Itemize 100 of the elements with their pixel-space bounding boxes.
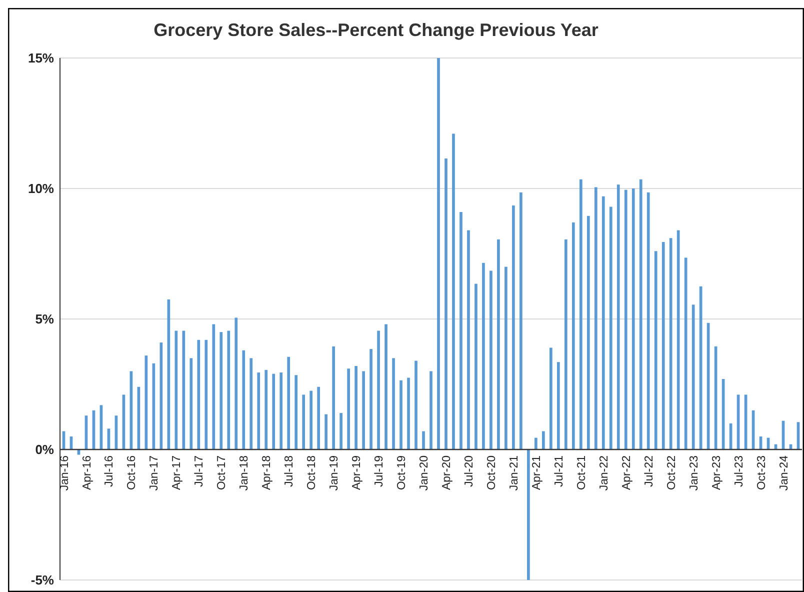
bar (174, 330, 178, 450)
x-tick-label: Jul-16 (104, 456, 116, 487)
x-tick-label: Jan-17 (148, 456, 161, 491)
bar (572, 222, 575, 450)
bar (482, 262, 485, 450)
bar (616, 184, 620, 450)
x-tick-label: Apr-17 (171, 456, 184, 490)
bar (534, 438, 538, 450)
bar (407, 378, 410, 450)
bar (504, 266, 508, 450)
bar (422, 431, 425, 450)
bar (370, 349, 372, 450)
bar (340, 412, 342, 450)
bar (527, 450, 530, 580)
bar (579, 179, 582, 450)
x-tick-label: Jul-18 (284, 456, 296, 487)
x-tick-label: Oct-23 (756, 456, 768, 490)
bar (520, 192, 522, 450)
bar (646, 192, 650, 450)
x-tick-label: Apr-19 (351, 456, 364, 490)
x-tick-label: Jan-21 (508, 456, 520, 491)
bar (549, 348, 552, 450)
x-tick-label: Jul-19 (374, 456, 386, 487)
x-tick-label: Oct-22 (666, 456, 678, 490)
x-tick-label: Jul-23 (733, 456, 746, 487)
x-tick-label: Oct-20 (486, 456, 498, 490)
x-tick-label: Jan-24 (778, 454, 790, 491)
bar (602, 196, 605, 450)
bar (632, 188, 635, 450)
bar (490, 270, 492, 450)
bar (586, 216, 590, 450)
bar (212, 324, 216, 450)
bar (257, 372, 260, 450)
bar (542, 431, 545, 450)
bar (227, 330, 230, 450)
bar (564, 239, 568, 450)
bar (287, 356, 290, 450)
bar (324, 414, 328, 450)
x-tick-label: Jan-20 (418, 456, 431, 491)
x-tick-label: Apr-16 (81, 456, 94, 490)
x-tick-label: Apr-23 (710, 456, 723, 490)
bar (234, 318, 238, 450)
bar (332, 346, 335, 450)
x-tick-label: Jul-21 (553, 456, 566, 487)
x-tick-label: Jul-22 (643, 456, 656, 487)
bar (204, 340, 208, 450)
bar (430, 371, 432, 450)
x-tick-label: Oct-17 (216, 456, 228, 490)
bar (377, 330, 380, 450)
x-tick-label: Jul-17 (194, 456, 206, 487)
bar (272, 374, 276, 450)
bar (182, 330, 186, 450)
bar (444, 158, 448, 450)
bar (242, 350, 246, 450)
bar (662, 242, 665, 450)
x-tick-label: Apr-18 (261, 456, 274, 490)
x-tick-label: Apr-21 (530, 456, 543, 490)
bar (354, 366, 358, 450)
bar (362, 371, 365, 450)
bar (684, 258, 688, 450)
y-tick-label: -5% (30, 572, 54, 588)
bar (294, 375, 298, 450)
y-tick-label: 15% (28, 50, 54, 66)
bar (197, 340, 200, 450)
bar (414, 360, 418, 450)
bar (497, 239, 500, 450)
bar (437, 58, 440, 450)
bar (460, 212, 462, 450)
bar (676, 230, 680, 450)
x-tick-label: Oct-19 (396, 456, 408, 490)
bar (624, 190, 628, 450)
bar (400, 380, 402, 450)
x-tick-label: Oct-21 (576, 456, 588, 490)
x-tick-label: Apr-22 (620, 456, 633, 490)
x-tick-label: Jan-19 (328, 456, 341, 491)
bar (264, 370, 268, 450)
bar (639, 179, 642, 450)
bar (190, 358, 193, 450)
x-tick-label: Jan-16 (58, 456, 71, 491)
bar (280, 372, 283, 450)
bar (474, 284, 478, 450)
bar (384, 324, 388, 450)
chart-title: Grocery Store Sales--Percent Change Previous Year (154, 20, 598, 40)
bar (452, 134, 455, 450)
x-tick-label: Apr-20 (441, 456, 454, 490)
x-tick-label: Jan-22 (598, 456, 610, 491)
x-tick-label: Jul-20 (464, 456, 476, 487)
y-tick-label: 5% (35, 312, 54, 327)
bar (669, 238, 672, 450)
y-tick-label: 0% (35, 442, 54, 458)
x-tick-label: Oct-16 (126, 456, 138, 490)
bar (347, 368, 350, 450)
bar (467, 230, 470, 450)
bar (310, 390, 313, 450)
bar (220, 332, 223, 450)
y-tick-label: 10% (28, 181, 54, 196)
bar (609, 206, 612, 450)
bar (392, 358, 395, 450)
bar (594, 187, 598, 450)
bar (512, 205, 515, 450)
